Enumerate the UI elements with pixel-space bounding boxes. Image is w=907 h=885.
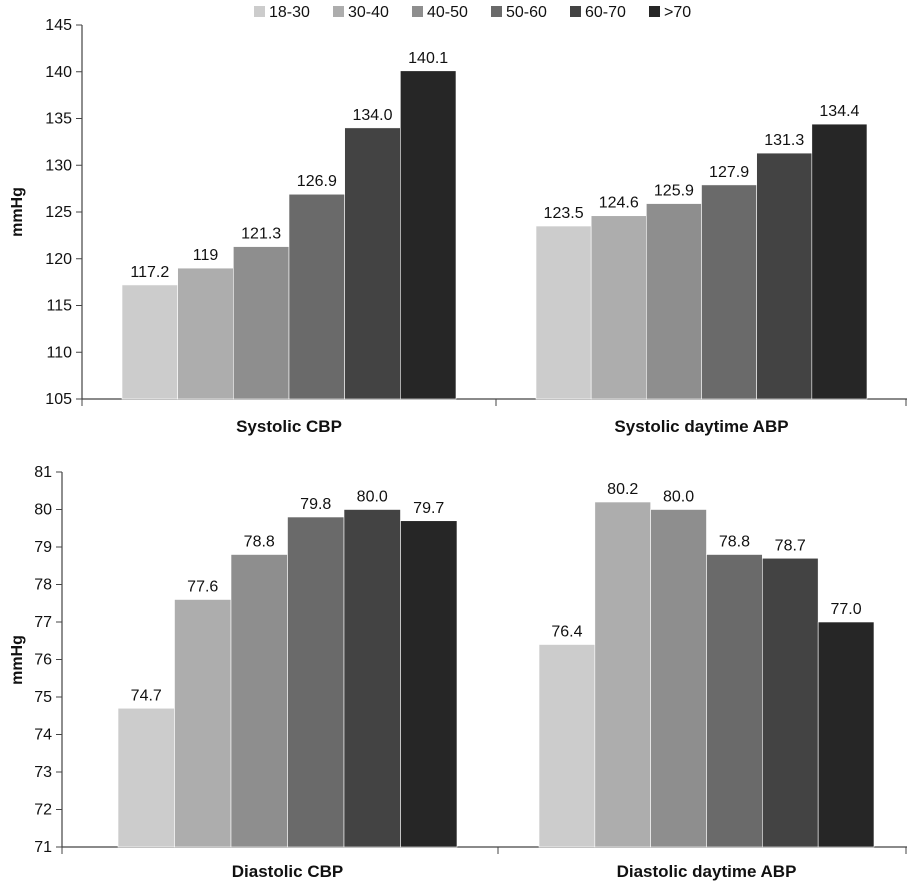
- data-label: 127.9: [709, 164, 749, 181]
- bar-diastolic-cbp-60-70: [343, 509, 401, 848]
- legend-swatch-40-50: [412, 6, 423, 17]
- bar-diastolic-cbp-40-50: [230, 554, 288, 848]
- data-label: 78.8: [719, 534, 750, 551]
- bar-systolic-cbp-40-50: [233, 246, 290, 400]
- bar-diastolic-daytime-abp-30-40: [594, 501, 651, 848]
- data-label: 126.9: [297, 173, 337, 190]
- data-label: 79.8: [300, 496, 331, 513]
- bar-diastolic-daytime-abp-over-70: [817, 621, 875, 848]
- y-tick-label: 120: [45, 251, 72, 268]
- category-label: Systolic CBP: [236, 417, 342, 436]
- legend-swatch-50-60: [491, 6, 502, 17]
- category-label: Diastolic daytime ABP: [617, 862, 797, 881]
- bar-systolic-cbp-60-70: [344, 127, 401, 400]
- data-label: 74.7: [131, 687, 162, 704]
- bar-diastolic-cbp-18-30: [117, 707, 175, 848]
- legend-label-60-70: 60-70: [585, 4, 626, 21]
- y-tick-label: 73: [34, 764, 52, 781]
- bar-systolic-cbp-30-40: [177, 267, 234, 400]
- category-label: Systolic daytime ABP: [614, 417, 788, 436]
- bar-systolic-daytime-abp-18-30: [535, 225, 592, 400]
- y-tick-label: 72: [34, 802, 52, 819]
- data-label: 80.0: [663, 489, 694, 506]
- y-tick-label: 80: [34, 502, 52, 519]
- y-tick-label: 74: [34, 727, 52, 744]
- data-label: 80.0: [357, 489, 388, 506]
- legend-label-18-30: 18-30: [269, 4, 310, 21]
- y-tick-label: 76: [34, 652, 52, 669]
- legend-swatch-30-40: [333, 6, 344, 17]
- data-label: 78.8: [244, 534, 275, 551]
- data-label: 77.6: [187, 579, 218, 596]
- bar-systolic-daytime-abp-over-70: [811, 123, 868, 400]
- data-label: 134.4: [819, 103, 859, 120]
- legend-label-50-60: 50-60: [506, 4, 547, 21]
- data-label: 134.0: [352, 107, 392, 124]
- data-label: 119: [193, 247, 219, 264]
- legend: 18-30 30-40 40-50 50-60 60-70 >70: [254, 4, 691, 21]
- bar-systolic-daytime-abp-50-60: [701, 184, 757, 400]
- diastolic-panel: 71 72 73 74 75 76 77 78 79 80 81 mmHg 74.7 77.6 78.8 79…: [9, 464, 907, 881]
- legend-swatch-18-30: [254, 6, 265, 17]
- bar-systolic-daytime-abp-60-70: [756, 152, 813, 400]
- y-tick-label: 79: [34, 539, 52, 556]
- y-tick-label: 115: [46, 298, 72, 315]
- y-tick-label: 81: [34, 464, 52, 481]
- y-tick-label: 71: [34, 839, 52, 856]
- data-label: 117.2: [130, 264, 169, 281]
- y-tick-label: 125: [45, 204, 72, 221]
- bar-systolic-cbp-50-60: [288, 193, 345, 400]
- bar-diastolic-daytime-abp-18-30: [538, 644, 596, 848]
- legend-swatch-60-70: [570, 6, 581, 17]
- y-tick-label: 77: [34, 614, 52, 631]
- bar-diastolic-daytime-abp-60-70: [762, 557, 819, 848]
- data-label: 80.2: [607, 481, 638, 498]
- y-axis-label: mmHg: [9, 187, 26, 237]
- data-label: 140.1: [408, 50, 448, 67]
- data-label: 123.5: [544, 205, 584, 222]
- bar-systolic-cbp-18-30: [121, 284, 178, 400]
- data-label: 77.0: [831, 601, 862, 618]
- y-tick-label: 110: [46, 344, 72, 361]
- y-tick-label: 140: [45, 64, 72, 81]
- bar-diastolic-cbp-over-70: [400, 520, 458, 848]
- y-tick-label: 135: [45, 111, 72, 128]
- y-axis-label: mmHg: [9, 635, 26, 685]
- category-label: Diastolic CBP: [232, 862, 343, 881]
- legend-label-40-50: 40-50: [427, 4, 468, 21]
- bar-systolic-daytime-abp-30-40: [590, 215, 647, 400]
- bar-systolic-daytime-abp-40-50: [646, 203, 702, 400]
- y-tick-label: 130: [45, 157, 72, 174]
- bar-diastolic-cbp-50-60: [287, 516, 345, 848]
- data-label: 124.6: [599, 195, 639, 212]
- y-tick-label: 78: [34, 577, 52, 594]
- data-label: 125.9: [654, 183, 694, 200]
- data-label: 121.3: [241, 226, 281, 243]
- bar-systolic-cbp-over-70: [400, 70, 457, 400]
- data-label: 131.3: [764, 132, 804, 149]
- bar-diastolic-daytime-abp-40-50: [650, 509, 707, 848]
- y-tick-label: 105: [45, 391, 72, 408]
- data-label: 76.4: [551, 624, 582, 641]
- y-tick-label: 145: [45, 17, 72, 34]
- data-label: 79.7: [413, 500, 444, 517]
- bar-diastolic-cbp-30-40: [174, 599, 232, 848]
- legend-label-over-70: >70: [664, 4, 691, 21]
- legend-swatch-over-70: [649, 6, 660, 17]
- data-label: 78.7: [775, 537, 806, 554]
- systolic-panel: 105 110 115 120 125 130 135 140 145 mmHg 117.2 119 1…: [9, 17, 907, 436]
- y-tick-label: 75: [34, 689, 52, 706]
- legend-label-30-40: 30-40: [348, 4, 389, 21]
- bar-diastolic-daytime-abp-50-60: [706, 554, 763, 848]
